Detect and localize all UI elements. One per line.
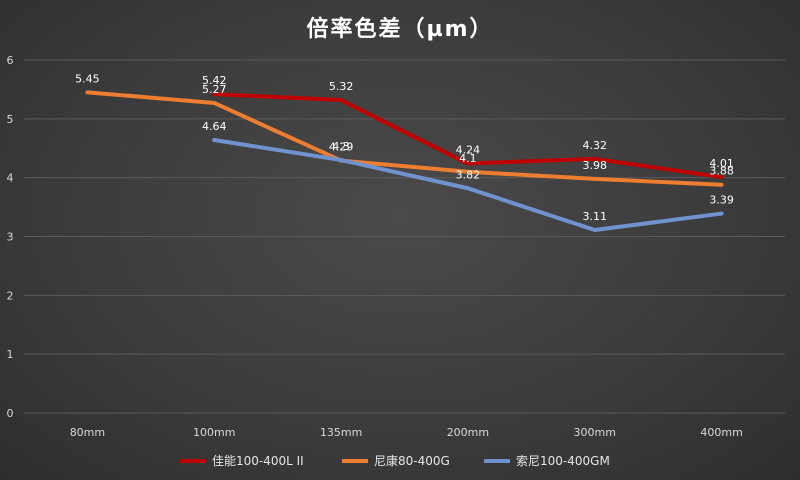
y-tick-label: 3 (7, 231, 14, 244)
x-axis-ticks: 80mm 100mm 135mm 200mm 300mm 400mm (70, 426, 743, 439)
data-label: 4.29 (329, 141, 354, 154)
data-label: 3.82 (456, 168, 481, 181)
data-label: 5.45 (75, 72, 100, 85)
legend-label: 尼康80-400G (374, 453, 450, 468)
legend-label: 索尼100-400GM (516, 454, 610, 468)
data-label: 4.01 (709, 157, 734, 170)
y-tick-label: 6 (7, 54, 14, 67)
data-label: 4.1 (459, 152, 477, 165)
data-label: 3.39 (709, 194, 734, 207)
y-axis-ticks: 0 1 2 3 4 5 6 (7, 54, 14, 420)
legend-item: 尼康80-400G (342, 453, 450, 468)
grid-lines (24, 59, 785, 414)
x-tick-label: 135mm (320, 426, 362, 439)
data-labels: 5.42 5.32 4.24 4.32 4.01 5.45 5.27 4.29 4.1 3.98 3… (75, 72, 734, 223)
data-label: 3.11 (583, 210, 608, 223)
data-label: 5.32 (329, 80, 354, 93)
data-label: 5.42 (202, 74, 227, 87)
data-label: 3.98 (583, 159, 608, 172)
series-line-0 (212, 92, 724, 180)
data-label: 4.24 (456, 144, 481, 157)
legend-item: 佳能100-400L II (180, 454, 304, 468)
data-label: 3.88 (709, 165, 734, 178)
data-label: 4.64 (202, 120, 227, 133)
y-tick-label: 5 (7, 113, 14, 126)
x-tick-label: 300mm (574, 426, 616, 439)
y-tick-label: 4 (7, 172, 14, 185)
x-tick-label: 400mm (700, 426, 742, 439)
y-tick-label: 0 (7, 407, 14, 420)
series-line-1 (85, 90, 724, 187)
legend: 佳能100-400L II 尼康80-400G 索尼100-400GM (180, 453, 610, 468)
legend-item: 索尼100-400GM (484, 454, 610, 468)
series-line-2 (212, 138, 724, 233)
x-tick-label: 100mm (193, 426, 235, 439)
series-lines (85, 90, 724, 233)
x-tick-label: 200mm (447, 426, 489, 439)
data-label: 4.3 (332, 140, 350, 153)
data-label: 5.27 (202, 83, 227, 96)
chart-title: 倍率色差（µm） (306, 16, 493, 42)
y-tick-label: 2 (7, 289, 14, 302)
x-tick-label: 80mm (70, 426, 105, 439)
legend-label: 佳能100-400L II (212, 454, 304, 468)
y-tick-label: 1 (7, 348, 14, 361)
data-label: 4.32 (583, 139, 608, 152)
